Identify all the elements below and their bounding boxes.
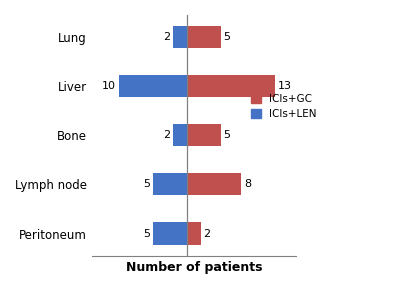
Text: 8: 8 (244, 179, 251, 189)
X-axis label: Number of patients: Number of patients (126, 261, 262, 274)
Text: 10: 10 (102, 81, 116, 91)
Bar (187, 75, 275, 97)
Text: 2: 2 (164, 130, 171, 140)
Text: 2: 2 (203, 229, 210, 239)
Bar (187, 26, 221, 48)
Bar (173, 124, 187, 146)
Text: 5: 5 (224, 32, 231, 42)
Bar (187, 222, 200, 245)
Bar (187, 173, 241, 196)
Bar (153, 222, 187, 245)
Text: 5: 5 (143, 179, 150, 189)
Text: 5: 5 (143, 229, 150, 239)
Bar (119, 75, 187, 97)
Text: 13: 13 (278, 81, 292, 91)
Bar (173, 26, 187, 48)
Legend: ICIs+GC, ICIs+LEN: ICIs+GC, ICIs+LEN (246, 90, 321, 123)
Text: 2: 2 (164, 32, 171, 42)
Text: 5: 5 (224, 130, 231, 140)
Bar (187, 124, 221, 146)
Bar (153, 173, 187, 196)
